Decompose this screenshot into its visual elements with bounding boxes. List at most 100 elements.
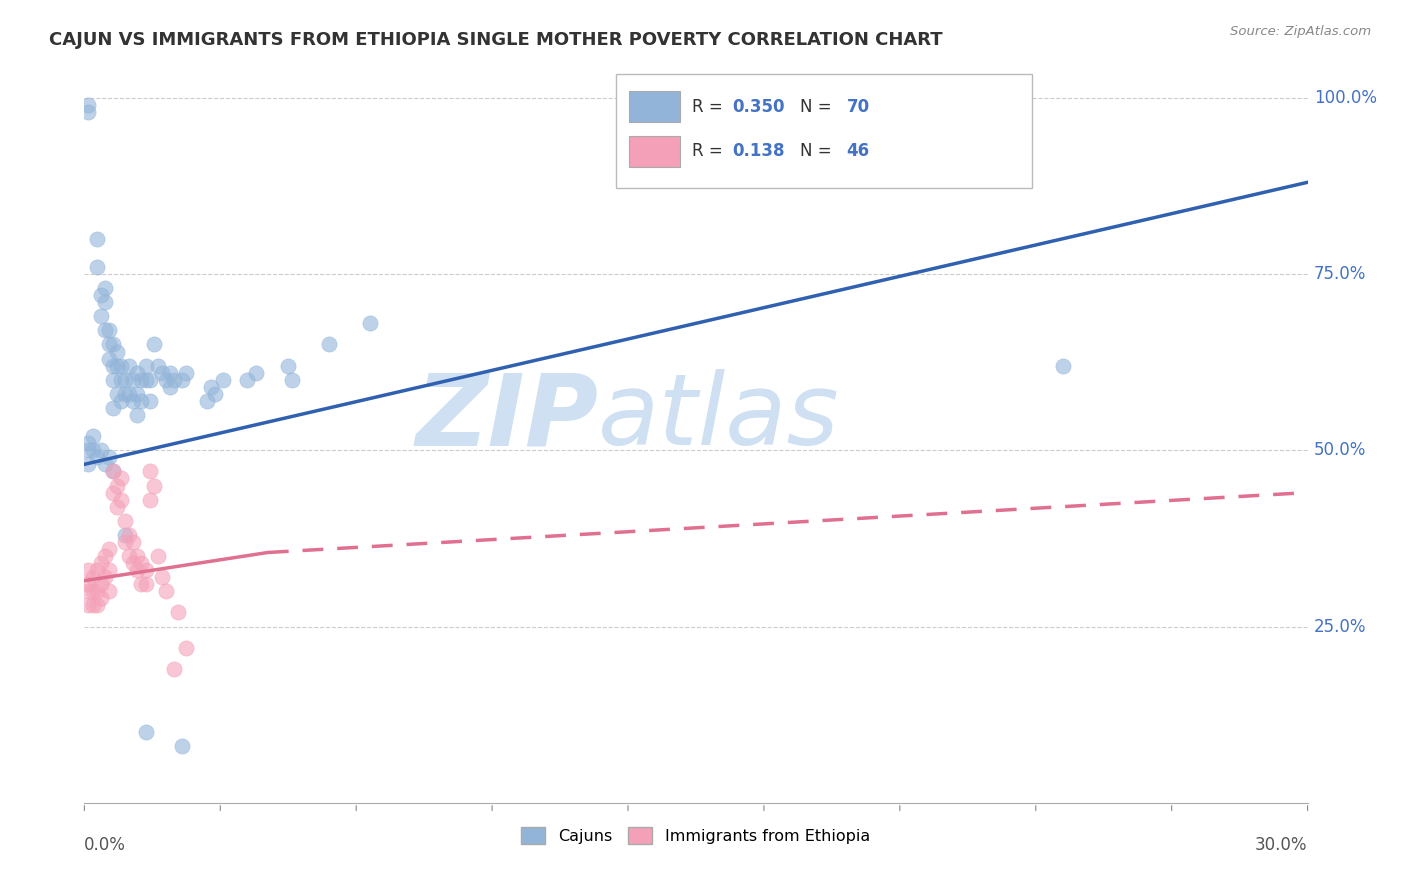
Point bbox=[146, 359, 169, 373]
Point bbox=[82, 584, 104, 599]
Text: 46: 46 bbox=[846, 143, 869, 161]
Point bbox=[105, 500, 128, 514]
Point bbox=[138, 393, 160, 408]
FancyBboxPatch shape bbox=[616, 73, 1032, 188]
Point bbox=[127, 387, 149, 401]
Point bbox=[131, 373, 153, 387]
Point bbox=[118, 359, 141, 373]
Point bbox=[93, 570, 115, 584]
Point bbox=[77, 577, 100, 591]
Point bbox=[114, 535, 136, 549]
FancyBboxPatch shape bbox=[628, 136, 681, 167]
Point bbox=[97, 541, 120, 556]
Point bbox=[93, 549, 115, 563]
Point bbox=[82, 570, 104, 584]
Point bbox=[163, 373, 186, 387]
Point bbox=[90, 556, 112, 570]
FancyBboxPatch shape bbox=[628, 91, 681, 122]
Text: 30.0%: 30.0% bbox=[1256, 836, 1308, 855]
Point bbox=[90, 443, 112, 458]
Point bbox=[90, 577, 112, 591]
Point bbox=[101, 337, 124, 351]
Point bbox=[281, 373, 304, 387]
Point bbox=[150, 366, 173, 380]
Point bbox=[97, 323, 120, 337]
Point bbox=[101, 464, 124, 478]
Point bbox=[127, 563, 149, 577]
Point bbox=[86, 232, 108, 246]
Point bbox=[245, 366, 267, 380]
Point bbox=[195, 393, 218, 408]
Text: 0.138: 0.138 bbox=[733, 143, 785, 161]
Text: 0.350: 0.350 bbox=[733, 98, 785, 116]
Point bbox=[200, 380, 222, 394]
Point bbox=[172, 739, 194, 754]
Point bbox=[97, 584, 120, 599]
Point bbox=[86, 563, 108, 577]
Point bbox=[135, 359, 157, 373]
Point bbox=[127, 408, 149, 422]
Point bbox=[101, 464, 124, 478]
Point bbox=[101, 485, 124, 500]
Point bbox=[77, 104, 100, 119]
Point bbox=[77, 584, 100, 599]
Point bbox=[114, 373, 136, 387]
Point bbox=[159, 366, 181, 380]
Point bbox=[155, 584, 177, 599]
Point bbox=[135, 563, 157, 577]
Point bbox=[110, 393, 132, 408]
Point bbox=[142, 337, 165, 351]
Point bbox=[118, 549, 141, 563]
Point bbox=[97, 351, 120, 366]
Point bbox=[110, 492, 132, 507]
Point bbox=[135, 725, 157, 739]
Text: 70: 70 bbox=[846, 98, 869, 116]
Point bbox=[159, 380, 181, 394]
Point bbox=[127, 366, 149, 380]
Point bbox=[97, 563, 120, 577]
Point bbox=[93, 295, 115, 310]
Point bbox=[97, 337, 120, 351]
Text: 0.0%: 0.0% bbox=[84, 836, 127, 855]
Text: 50.0%: 50.0% bbox=[1313, 442, 1367, 459]
Point bbox=[93, 323, 115, 337]
Point bbox=[122, 556, 145, 570]
Legend: Cajuns, Immigrants from Ethiopia: Cajuns, Immigrants from Ethiopia bbox=[515, 821, 877, 850]
Point bbox=[77, 443, 100, 458]
Point bbox=[131, 556, 153, 570]
Text: N =: N = bbox=[800, 98, 837, 116]
Point bbox=[135, 373, 157, 387]
Point bbox=[77, 436, 100, 450]
Text: atlas: atlas bbox=[598, 369, 839, 467]
Point bbox=[122, 373, 145, 387]
Point bbox=[174, 640, 197, 655]
Point bbox=[131, 393, 153, 408]
Point bbox=[212, 373, 235, 387]
Point bbox=[163, 662, 186, 676]
Text: N =: N = bbox=[800, 143, 837, 161]
Point bbox=[97, 450, 120, 465]
Point bbox=[86, 584, 108, 599]
Point bbox=[118, 528, 141, 542]
Point bbox=[105, 359, 128, 373]
Point bbox=[114, 514, 136, 528]
Point bbox=[110, 471, 132, 485]
Point bbox=[90, 310, 112, 324]
Point bbox=[101, 401, 124, 415]
Point bbox=[359, 316, 381, 330]
Text: CAJUN VS IMMIGRANTS FROM ETHIOPIA SINGLE MOTHER POVERTY CORRELATION CHART: CAJUN VS IMMIGRANTS FROM ETHIOPIA SINGLE… bbox=[49, 31, 943, 49]
Point bbox=[77, 458, 100, 472]
Text: 100.0%: 100.0% bbox=[1313, 88, 1376, 107]
Point bbox=[277, 359, 299, 373]
Text: 75.0%: 75.0% bbox=[1313, 265, 1367, 283]
Point bbox=[82, 599, 104, 613]
Point bbox=[82, 429, 104, 443]
Point bbox=[110, 359, 132, 373]
Point bbox=[172, 373, 194, 387]
Point bbox=[86, 450, 108, 465]
Point bbox=[138, 464, 160, 478]
Point bbox=[105, 478, 128, 492]
Text: R =: R = bbox=[692, 143, 734, 161]
Point bbox=[110, 373, 132, 387]
Text: R =: R = bbox=[692, 98, 728, 116]
